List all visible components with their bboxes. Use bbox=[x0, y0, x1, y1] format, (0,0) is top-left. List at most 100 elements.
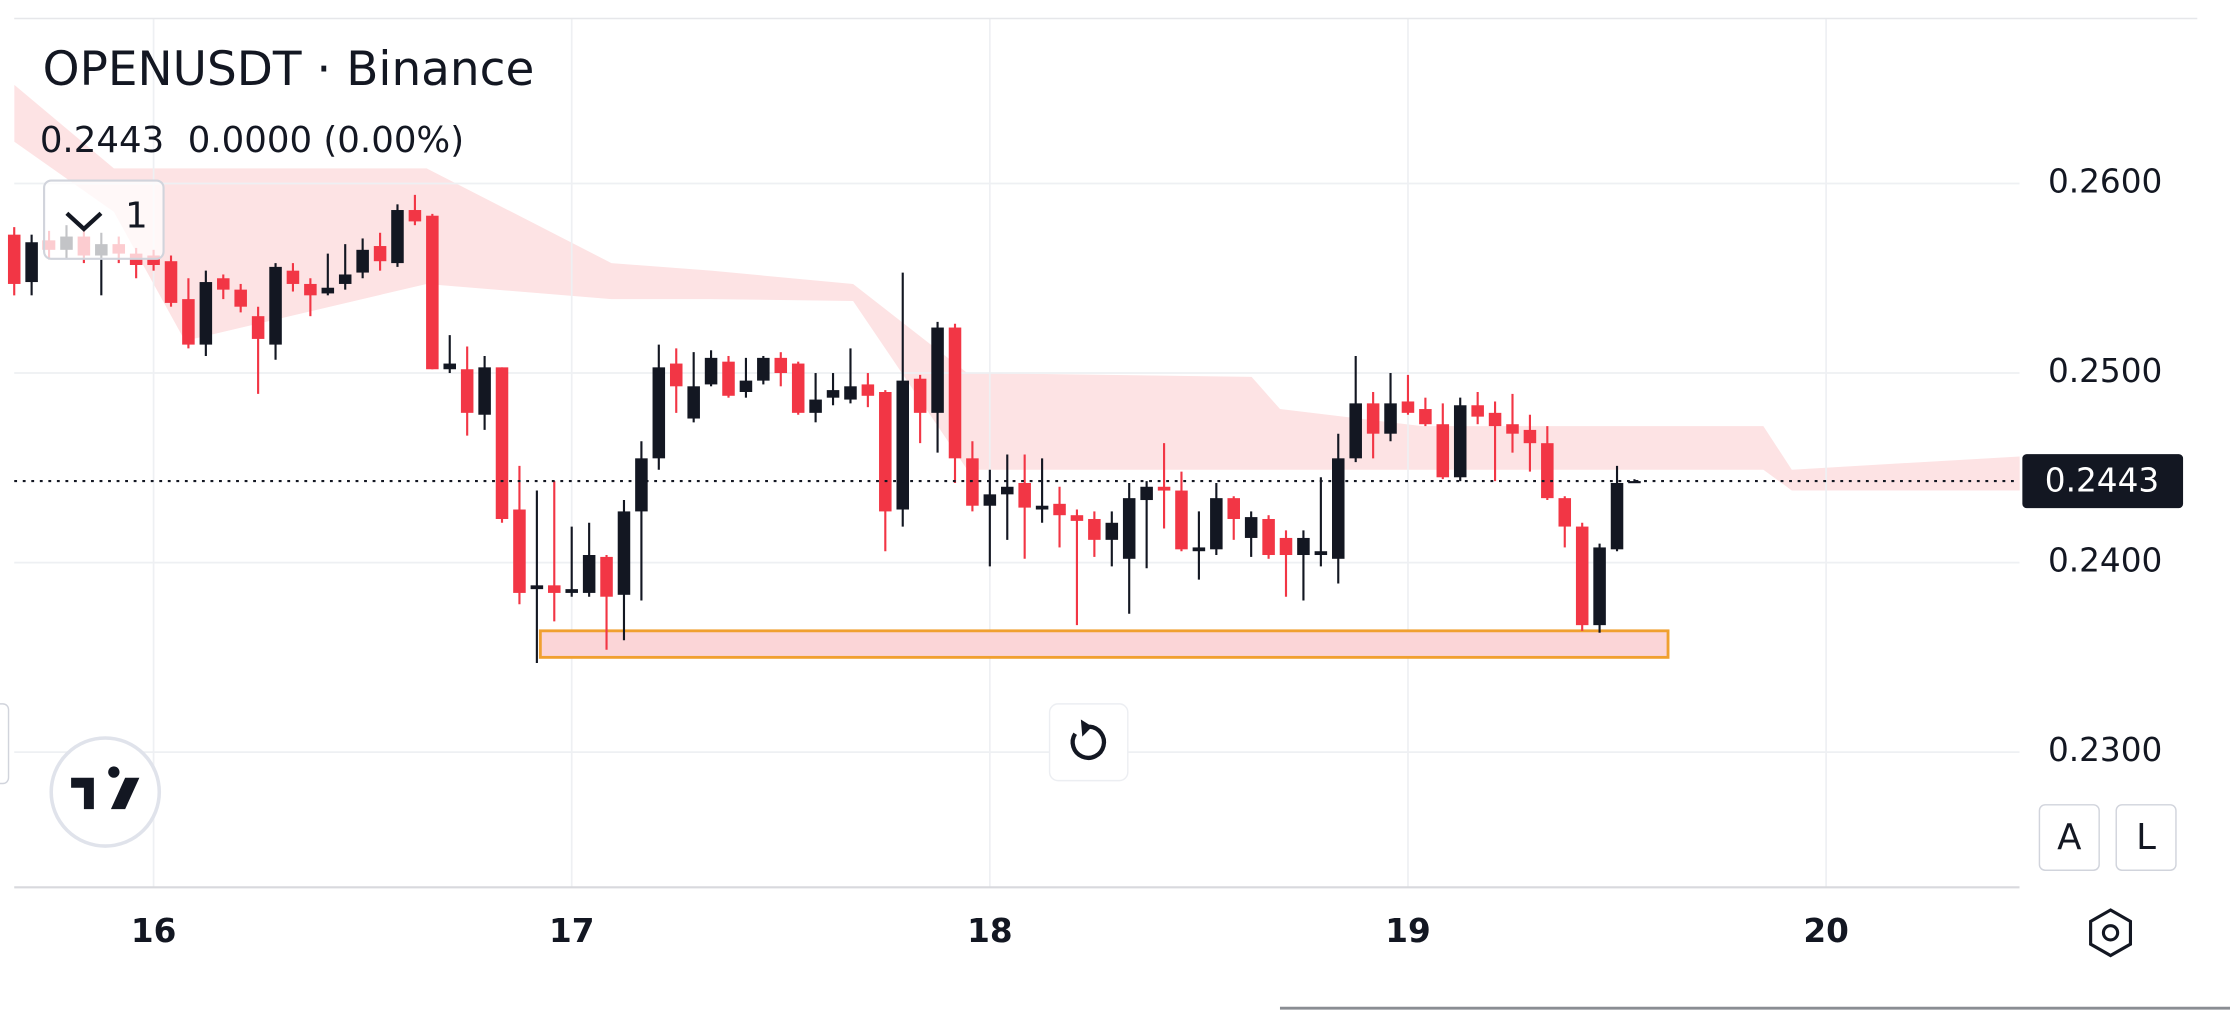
x-tick-label: 19 bbox=[1385, 912, 1431, 950]
candle-body bbox=[1035, 505, 1049, 510]
candle-body bbox=[548, 585, 561, 593]
candle-body bbox=[844, 386, 857, 400]
candle-body bbox=[1471, 405, 1484, 417]
auto-label[interactable]: A bbox=[2057, 817, 2082, 858]
candle-body bbox=[182, 299, 195, 345]
candle-body bbox=[1488, 412, 1502, 427]
candle-body bbox=[513, 509, 526, 593]
candle-body bbox=[1262, 518, 1275, 556]
y-tick-label: 0.2300 bbox=[2048, 731, 2162, 769]
candle-body bbox=[1105, 522, 1119, 540]
support-zone bbox=[538, 629, 1670, 659]
side-tab[interactable] bbox=[0, 703, 10, 785]
candle-body bbox=[1628, 481, 1641, 484]
candle-body bbox=[809, 399, 822, 413]
y-tick-label: 0.2500 bbox=[2048, 352, 2162, 390]
reset-arc bbox=[1070, 724, 1107, 760]
interval-widget[interactable]: 1 bbox=[43, 179, 165, 260]
candle-body bbox=[1279, 537, 1293, 556]
candle-body bbox=[286, 270, 300, 284]
candle-body bbox=[1244, 517, 1258, 538]
x-tick-label: 16 bbox=[131, 912, 177, 950]
logo-circle[interactable] bbox=[49, 736, 162, 848]
candle-body bbox=[478, 367, 491, 415]
axis-layer: 0.2300 0.2400 0.2500 0.2600 16 17 18 19 20 0.2443 bbox=[14, 162, 2184, 950]
log-button[interactable] bbox=[2115, 804, 2177, 871]
candle-body bbox=[826, 390, 840, 398]
candle-body bbox=[1558, 498, 1572, 527]
candle-body bbox=[1088, 518, 1101, 540]
candle-body bbox=[1366, 403, 1380, 434]
candle-body bbox=[983, 494, 997, 506]
candle-body bbox=[1053, 503, 1066, 516]
candle-body bbox=[495, 367, 509, 519]
last-price-label: 0.2443 bbox=[2045, 462, 2159, 500]
change-header: 0.0000 (0.00%) bbox=[188, 120, 464, 161]
candle-body bbox=[1175, 490, 1188, 550]
candle-body bbox=[739, 380, 753, 392]
candle-body bbox=[460, 369, 474, 413]
candle-body bbox=[1070, 515, 1084, 521]
candle-body bbox=[1593, 547, 1606, 626]
candle-body bbox=[25, 242, 38, 283]
chart-title: OPENUSDT · Binance bbox=[43, 42, 535, 97]
reset-arrow bbox=[1080, 719, 1093, 737]
candle-body bbox=[164, 261, 178, 303]
candle-body bbox=[1331, 458, 1345, 559]
candle-body bbox=[669, 363, 683, 387]
candle-body bbox=[217, 278, 230, 290]
widget-box[interactable] bbox=[43, 179, 165, 260]
candle-body bbox=[635, 458, 648, 512]
candle-body bbox=[1192, 547, 1206, 552]
interval-label[interactable]: 1 bbox=[125, 196, 148, 237]
candle-body bbox=[879, 391, 892, 512]
candle-body bbox=[931, 327, 944, 413]
candle-body bbox=[1419, 409, 1432, 425]
candle-body bbox=[1297, 537, 1310, 556]
candle-body bbox=[722, 361, 735, 396]
candle-body bbox=[304, 283, 317, 296]
candle-body bbox=[1001, 486, 1014, 495]
settings-dot[interactable] bbox=[2101, 924, 2120, 942]
chevron-icon bbox=[65, 211, 103, 232]
tv-logo[interactable] bbox=[49, 736, 162, 848]
candle-body bbox=[373, 246, 387, 262]
log-label[interactable]: L bbox=[2136, 817, 2156, 858]
candle-body bbox=[1401, 401, 1415, 413]
x-tick-label: 18 bbox=[967, 912, 1013, 950]
logo-mark bbox=[71, 766, 140, 810]
candle-body bbox=[338, 274, 352, 284]
candle-body bbox=[861, 384, 875, 396]
reset-button[interactable] bbox=[1048, 703, 1129, 782]
candle-body bbox=[1122, 498, 1136, 559]
candle-body bbox=[791, 363, 805, 413]
reset-box[interactable] bbox=[1048, 703, 1129, 782]
candle-body bbox=[391, 210, 404, 264]
zone-layer bbox=[538, 629, 1670, 659]
auto-button[interactable] bbox=[2038, 804, 2100, 871]
candle-body bbox=[582, 555, 596, 593]
candle-body bbox=[1384, 403, 1397, 434]
candle-body bbox=[913, 378, 927, 413]
candle-body bbox=[147, 255, 160, 265]
candle-body bbox=[1453, 405, 1467, 478]
candle-body bbox=[565, 589, 578, 593]
scale-buttons[interactable]: A L bbox=[2038, 804, 2177, 871]
candle-body bbox=[1314, 551, 1328, 556]
last-price-box bbox=[2022, 454, 2184, 509]
candle-body bbox=[408, 210, 422, 222]
candle-body bbox=[7, 234, 21, 284]
candle-body bbox=[426, 215, 439, 370]
settings-icon[interactable] bbox=[2089, 908, 2133, 958]
candle-body bbox=[443, 363, 457, 370]
candle-body bbox=[1541, 443, 1554, 499]
candle-body bbox=[600, 556, 613, 597]
x-tick-label: 20 bbox=[1803, 912, 1849, 950]
candle-body bbox=[896, 380, 910, 510]
candle-body bbox=[1140, 486, 1153, 501]
candle-body bbox=[1436, 424, 1450, 478]
candle-body bbox=[774, 357, 788, 374]
candle-body bbox=[1018, 482, 1031, 508]
